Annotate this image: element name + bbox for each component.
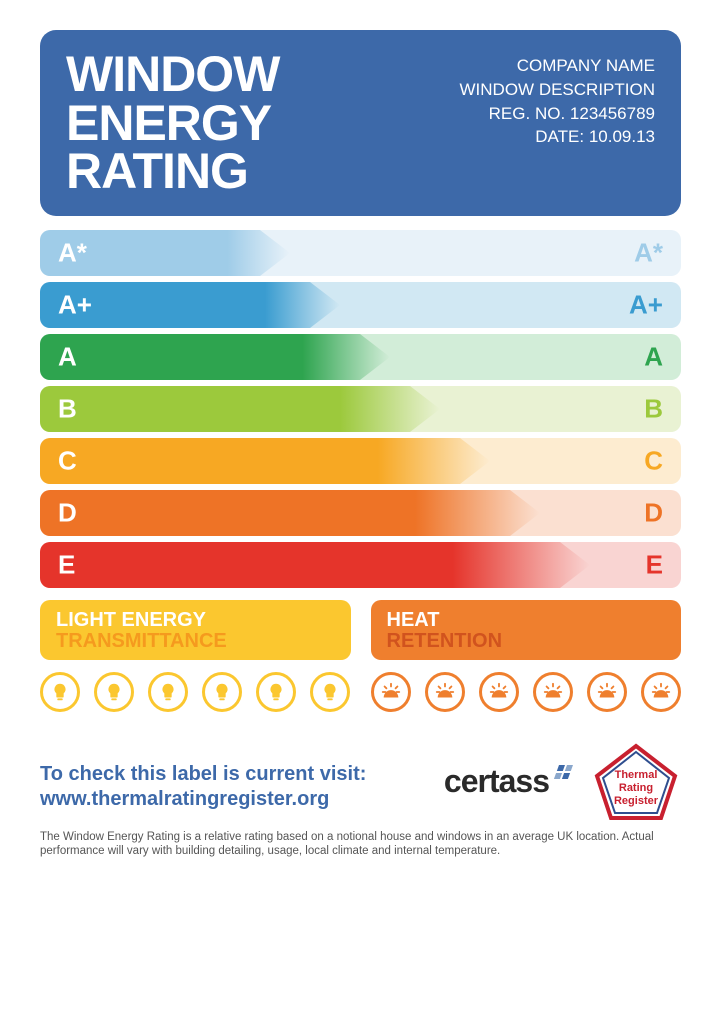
bar-label-right: C [644,445,663,476]
reg-no: 123456789 [570,104,655,123]
rating-bar-E: EE [40,542,681,588]
thermal-rating-register-logo: Thermal Rating Register [591,742,681,822]
certass-squares-icon [551,765,579,787]
bar-arrow [40,490,540,536]
bar-arrow [40,542,590,588]
bar-label-right: A [644,341,663,372]
bar-label-left: A* [58,237,87,268]
bar-label-left: B [58,393,77,424]
header-panel: WINDOW ENERGY RATING COMPANY NAME WINDOW… [40,30,681,216]
rating-bar-D: DD [40,490,681,536]
footer-row: To check this label is current visit: ww… [40,742,681,822]
logos-area: certass Thermal Rating Register [444,742,681,822]
reg-label: REG. NO. [489,104,566,123]
thermal-text-2: Rating [619,782,653,794]
bar-label-right: E [646,549,663,580]
bar-label-left: A+ [58,289,92,320]
heat-panel-title1: HEAT [387,610,666,631]
bar-arrow [40,334,390,380]
bar-label-right: D [644,497,663,528]
certass-text: certass [444,763,549,800]
bar-label-left: A [58,341,77,372]
bulb-icon [310,672,350,712]
thermal-text-1: Thermal [615,769,658,781]
rating-bar-Astar: A* A* [40,230,681,276]
title-line-1: WINDOW [66,50,279,99]
heat-retention-panel: HEAT RETENTION [371,600,682,660]
light-energy-panel: LIGHT ENERGY TRANSMITTANCE [40,600,351,660]
company-name: COMPANY NAME [460,54,656,78]
bar-arrow [40,438,490,484]
certass-logo: certass [444,763,579,800]
check-line-1: To check this label is current visit: [40,762,366,787]
rating-bar-A: AA [40,334,681,380]
date-value: 10.09.13 [589,127,655,146]
title-line-2: ENERGY [66,99,279,148]
bar-label-left: D [58,497,77,528]
check-line-2: www.thermalratingregister.org [40,787,366,812]
bulb-icon [40,672,80,712]
rating-bars-area: A*A*A+A+AABBCCDDEE [40,230,681,588]
icons-container [40,672,681,742]
rating-bar-B: BB [40,386,681,432]
bulb-icon [94,672,134,712]
window-description: WINDOW DESCRIPTION [460,78,656,102]
bar-label-right: A+ [629,289,663,320]
light-icons-row [40,672,351,712]
bar-label-left: E [58,549,75,580]
sun-icon [587,672,627,712]
disclaimer-text: The Window Energy Rating is a relative r… [40,830,681,859]
bar-label-right: B [644,393,663,424]
bar-arrow [40,386,440,432]
light-panel-title1: LIGHT ENERGY [56,610,335,631]
bar-label-left: C [58,445,77,476]
footer-check-text: To check this label is current visit: ww… [40,762,366,812]
light-panel-title2: TRANSMITTANCE [56,631,335,652]
date-label: DATE: [535,127,584,146]
sun-icon [371,672,411,712]
reg-no-line: REG. NO. 123456789 [460,102,656,126]
sun-icon [479,672,519,712]
sun-icon [425,672,465,712]
bulb-icon [202,672,242,712]
heat-panel-title2: RETENTION [387,631,666,652]
rating-bar-C: CC [40,438,681,484]
header-title: WINDOW ENERGY RATING [66,50,279,196]
bar-label-right: A* [634,237,663,268]
sun-icon [641,672,681,712]
bulb-icon [148,672,188,712]
rating-bar-Aplus: A+ A+ [40,282,681,328]
header-info: COMPANY NAME WINDOW DESCRIPTION REG. NO.… [460,50,656,196]
title-line-3: RATING [66,147,279,196]
thermal-text-3: Register [614,795,659,807]
panels-row: LIGHT ENERGY TRANSMITTANCE HEAT RETENTIO… [40,600,681,660]
heat-icons-row [371,672,682,712]
sun-icon [533,672,573,712]
bulb-icon [256,672,296,712]
date-line: DATE: 10.09.13 [460,125,656,149]
